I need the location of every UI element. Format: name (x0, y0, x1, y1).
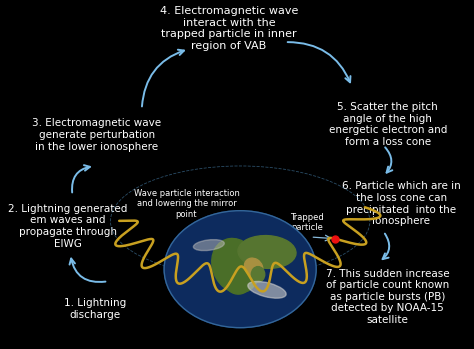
Ellipse shape (212, 238, 260, 293)
Text: 1. Lightning
discharge: 1. Lightning discharge (64, 298, 126, 320)
Ellipse shape (251, 267, 265, 282)
Circle shape (164, 211, 316, 328)
Text: 4. Electromagnetic wave
interact with the
trapped particle in inner
region of VA: 4. Electromagnetic wave interact with th… (160, 6, 298, 51)
Text: 2. Lightning generated
em waves and
propagate through
EIWG: 2. Lightning generated em waves and prop… (8, 204, 128, 248)
Text: 3. Electromagnetic wave
generate perturbation
in the lower ionosphere: 3. Electromagnetic wave generate perturb… (33, 118, 162, 151)
Ellipse shape (193, 240, 224, 251)
Text: 7. This sudden increase
of particle count known
as particle bursts (PB)
detected: 7. This sudden increase of particle coun… (326, 268, 449, 325)
Text: Wave particle interaction
and lowering the mirror
point: Wave particle interaction and lowering t… (134, 189, 239, 219)
Text: Trapped
particle: Trapped particle (291, 213, 324, 232)
Text: 6. Particle which are in
the loss cone can
precipitated  into the
ionosphere: 6. Particle which are in the loss cone c… (342, 181, 461, 226)
Ellipse shape (238, 236, 296, 268)
Text: 5. Scatter the pitch
angle of the high
energetic electron and
form a loss cone: 5. Scatter the pitch angle of the high e… (328, 102, 447, 147)
Ellipse shape (226, 272, 250, 294)
Ellipse shape (248, 281, 286, 298)
Ellipse shape (245, 258, 263, 277)
